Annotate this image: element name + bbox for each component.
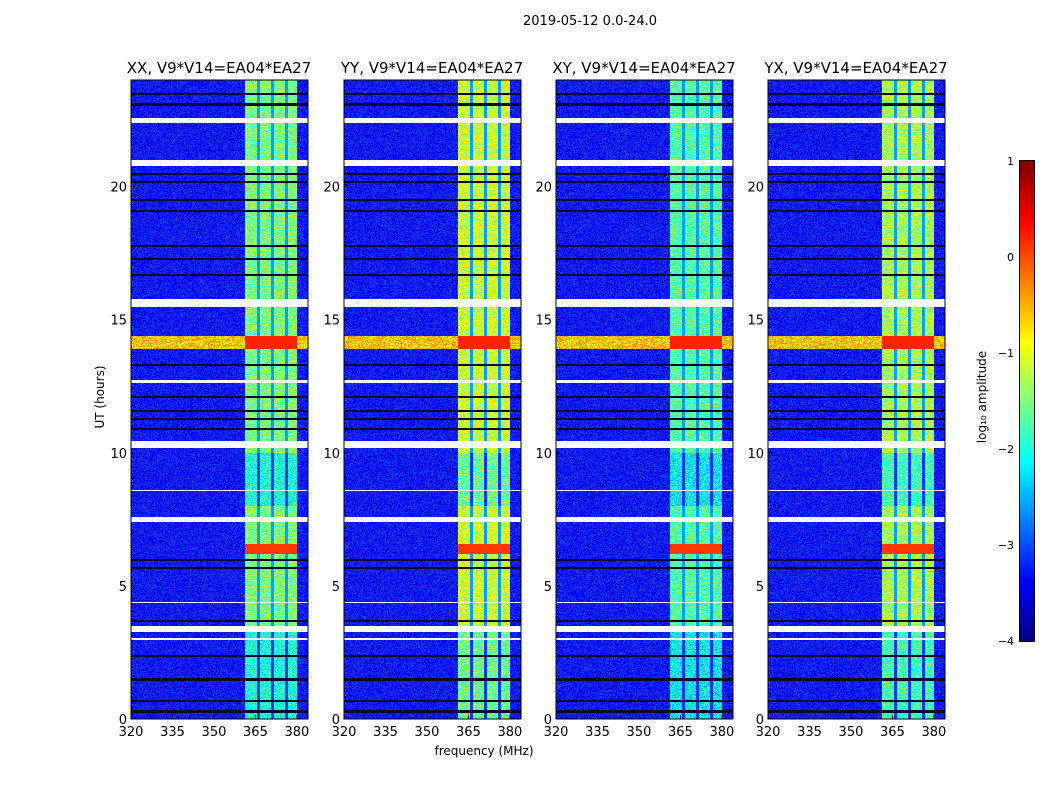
- x-tick-label: 350: [839, 725, 864, 740]
- y-tick-label: 20: [323, 181, 340, 196]
- spectrogram-yy: [344, 80, 521, 719]
- panel-frame: [555, 79, 734, 720]
- chart-title: 2019-05-12 0.0-24.0: [523, 14, 657, 29]
- panel-title: XX, V9*V14=EA04*EA27: [126, 59, 312, 77]
- x-tick-label: 320: [544, 725, 569, 740]
- y-tick-label: 0: [756, 713, 764, 728]
- y-tick-label: 0: [119, 713, 127, 728]
- colorbar-tick-label: −3: [998, 539, 1014, 552]
- y-tick-label: 10: [110, 447, 127, 462]
- spectrogram-xy: [556, 80, 733, 719]
- x-tick-label: 380: [498, 725, 523, 740]
- panel-title: XY, V9*V14=EA04*EA27: [552, 59, 736, 77]
- y-tick-label: 15: [323, 314, 340, 329]
- colorbar-tick-label: 0: [1007, 251, 1014, 264]
- panel-frame: [343, 79, 522, 720]
- colorbar-tick-label: −1: [998, 347, 1014, 360]
- y-tick-label: 15: [747, 314, 764, 329]
- y-tick-label: 10: [535, 447, 552, 462]
- panel-title: YX, V9*V14=EA04*EA27: [764, 59, 948, 77]
- x-tick-label: 335: [585, 725, 610, 740]
- y-tick-label: 20: [110, 181, 127, 196]
- y-tick-label: 0: [544, 713, 552, 728]
- colorbar: [1019, 160, 1035, 642]
- panel-frame: [130, 79, 309, 720]
- x-tick-label: 320: [756, 725, 781, 740]
- y-tick-label: 5: [332, 580, 340, 595]
- x-tick-label: 380: [285, 725, 310, 740]
- colorbar-tick-label: 1: [1007, 155, 1014, 168]
- y-tick-label: 0: [332, 713, 340, 728]
- y-tick-label: 5: [544, 580, 552, 595]
- x-tick-label: 335: [797, 725, 822, 740]
- y-tick-label: 5: [756, 580, 764, 595]
- x-tick-label: 320: [332, 725, 357, 740]
- y-tick-label: 15: [110, 314, 127, 329]
- y-tick-label: 5: [119, 580, 127, 595]
- colorbar-tick-label: −4: [998, 635, 1014, 648]
- x-axis-label: frequency (MHz): [434, 744, 534, 758]
- x-tick-label: 365: [668, 725, 693, 740]
- x-tick-label: 320: [119, 725, 144, 740]
- x-tick-label: 350: [415, 725, 440, 740]
- x-tick-label: 335: [373, 725, 398, 740]
- x-tick-label: 335: [160, 725, 185, 740]
- y-tick-label: 20: [535, 181, 552, 196]
- spectrogram-xx: [131, 80, 308, 719]
- y-tick-label: 15: [535, 314, 552, 329]
- x-tick-label: 365: [880, 725, 905, 740]
- y-tick-label: 20: [747, 181, 764, 196]
- x-tick-label: 380: [922, 725, 947, 740]
- y-tick-label: 10: [747, 447, 764, 462]
- x-tick-label: 380: [710, 725, 735, 740]
- panel-title: YY, V9*V14=EA04*EA27: [340, 59, 524, 77]
- spectrogram-yx: [768, 80, 945, 719]
- y-axis-label: UT (hours): [93, 365, 107, 429]
- x-tick-label: 350: [627, 725, 652, 740]
- colorbar-tick-label: −2: [998, 443, 1014, 456]
- panel-frame: [767, 79, 946, 720]
- x-tick-label: 350: [202, 725, 227, 740]
- y-tick-label: 10: [323, 447, 340, 462]
- x-tick-label: 365: [456, 725, 481, 740]
- colorbar-label: log₁₀ amplitude: [975, 350, 989, 444]
- x-tick-label: 365: [243, 725, 268, 740]
